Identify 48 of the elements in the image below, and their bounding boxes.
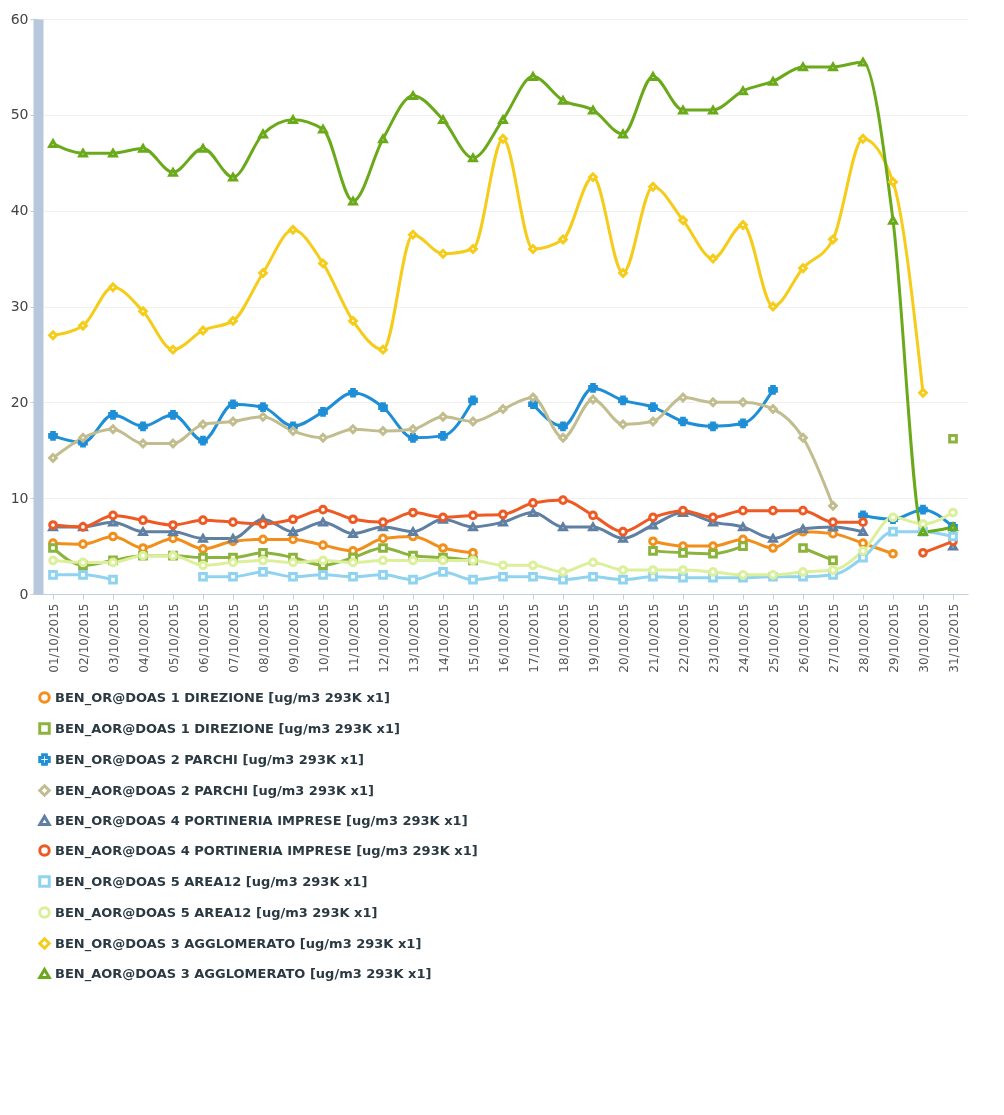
x-tick-label: 24/10/2015 <box>736 603 751 673</box>
y-tick-label: 50 <box>10 106 29 123</box>
y-tick-label: 30 <box>10 298 29 314</box>
x-tick-label: 08/10/2015 <box>256 603 271 673</box>
x-tick-label: 02/10/2015 <box>76 603 91 673</box>
x-tick-label: 18/10/2015 <box>556 603 571 673</box>
x-tick-label: 05/10/2015 <box>166 603 181 673</box>
x-tick-label: 16/10/2015 <box>496 603 511 673</box>
legend-label: BEN_AOR@DOAS 1 DIREZIONE [ug/m3 293K x1] <box>55 720 400 737</box>
y-tick-label: 0 <box>19 585 29 602</box>
x-tick-label: 13/10/2015 <box>406 603 421 673</box>
x-tick-label: 06/10/2015 <box>196 603 211 673</box>
legend-label: BEN_AOR@DOAS 3 AGGLOMERATO [ug/m3 293K x1] <box>55 965 432 982</box>
x-tick-label: 31/10/2015 <box>946 603 961 673</box>
x-tick-label: 11/10/2015 <box>346 603 361 673</box>
x-tick-label: 12/10/2015 <box>376 603 391 673</box>
y-tick-label: 10 <box>10 489 29 506</box>
x-tick-label: 01/10/2015 <box>46 603 61 673</box>
x-tick-label: 20/10/2015 <box>616 603 631 673</box>
legend-label: BEN_OR@DOAS 5 AREA12 [ug/m3 293K x1] <box>55 873 368 890</box>
x-tick-label: 04/10/2015 <box>136 603 151 673</box>
legend-label: BEN_AOR@DOAS 2 PARCHI [ug/m3 293K x1] <box>55 782 374 799</box>
legend-label: BEN_OR@DOAS 3 AGGLOMERATO [ug/m3 293K x1] <box>55 935 422 952</box>
x-tick-label: 29/10/2015 <box>886 603 901 673</box>
x-tick-label: 21/10/2015 <box>646 603 661 673</box>
x-tick-label: 28/10/2015 <box>856 603 871 673</box>
legend-label: BEN_OR@DOAS 2 PARCHI [ug/m3 293K x1] <box>55 751 364 768</box>
x-tick-label: 25/10/2015 <box>766 603 781 673</box>
y-tick-label: 60 <box>10 10 29 27</box>
x-tick-label: 27/10/2015 <box>826 603 841 673</box>
y-tick-label: 40 <box>10 202 29 219</box>
legend-label: BEN_OR@DOAS 4 PORTINERIA IMPRESE [ug/m3 293K x1] <box>55 812 468 829</box>
x-tick-label: 17/10/2015 <box>526 603 541 673</box>
x-tick-label: 30/10/2015 <box>916 603 931 673</box>
x-tick-label: 03/10/2015 <box>106 603 121 673</box>
legend-label: BEN_OR@DOAS 1 DIREZIONE [ug/m3 293K x1] <box>55 689 390 706</box>
x-tick-label: 15/10/2015 <box>466 603 481 673</box>
x-tick-label: 09/10/2015 <box>286 603 301 673</box>
x-tick-label: 23/10/2015 <box>706 603 721 673</box>
x-tick-label: 26/10/2015 <box>796 603 811 673</box>
x-tick-label: 10/10/2015 <box>316 603 331 673</box>
y-tick-label: 20 <box>10 393 29 410</box>
x-tick-label: 19/10/2015 <box>586 603 601 673</box>
x-tick-label: 14/10/2015 <box>436 603 451 673</box>
x-tick-label: 07/10/2015 <box>226 603 241 673</box>
legend-label: BEN_AOR@DOAS 5 AREA12 [ug/m3 293K x1] <box>55 904 378 921</box>
legend-label: BEN_AOR@DOAS 4 PORTINERIA IMPRESE [ug/m3 293K x1] <box>55 842 478 859</box>
x-tick-label: 22/10/2015 <box>676 603 691 673</box>
